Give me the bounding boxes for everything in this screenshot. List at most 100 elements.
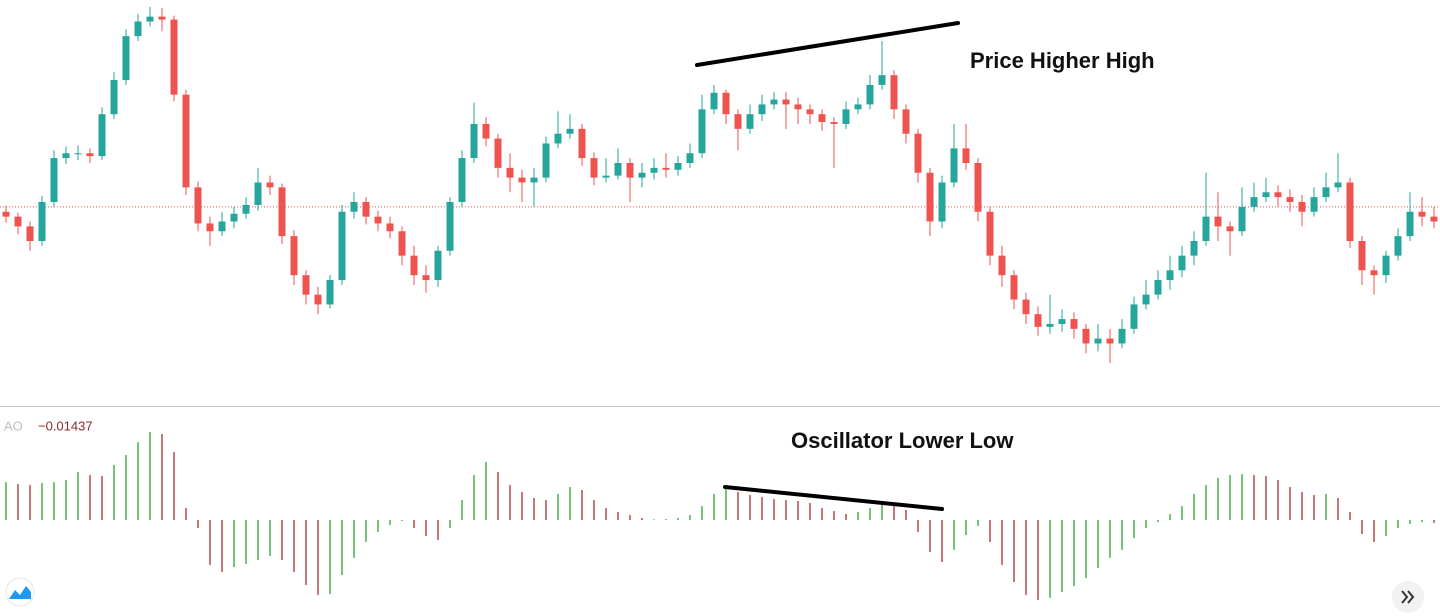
candle-body <box>734 114 742 129</box>
candle-body <box>146 16 154 22</box>
candle-body <box>1142 294 1150 305</box>
candle-body <box>1286 197 1294 202</box>
candle-body <box>518 177 526 183</box>
candle-body <box>1118 328 1126 344</box>
candle-body <box>398 231 406 256</box>
candle-body <box>794 104 802 110</box>
candle-body <box>1046 323 1054 327</box>
candle-body <box>1022 299 1030 315</box>
candle-body <box>122 36 130 81</box>
candle-body <box>74 153 82 155</box>
candle-body <box>842 109 850 124</box>
candle-body <box>482 123 490 139</box>
candle-body <box>254 182 262 205</box>
candle-body <box>374 216 382 224</box>
candle-body <box>662 167 670 170</box>
candle-body <box>1250 197 1258 207</box>
candle-body <box>974 162 982 212</box>
candle-body <box>1094 338 1102 344</box>
candle-body <box>1298 202 1306 212</box>
candle-body <box>26 226 34 242</box>
candle-body <box>170 19 178 95</box>
candle-body <box>746 114 754 129</box>
candle-body <box>470 123 478 159</box>
candle-body <box>962 148 970 163</box>
candle-body <box>458 158 466 202</box>
candle-body <box>950 148 958 183</box>
indicator-value: −0.01437 <box>38 418 93 433</box>
candle-body <box>218 221 226 232</box>
candle-body <box>1178 255 1186 271</box>
candle-body <box>866 84 874 105</box>
candle-body <box>1310 197 1318 212</box>
candle-body <box>38 202 46 242</box>
candle-body <box>362 202 370 217</box>
candle-body <box>1190 241 1198 256</box>
candle-body <box>902 109 910 134</box>
candle-body <box>182 94 190 188</box>
candle-body <box>638 172 646 178</box>
candle-body <box>410 255 418 276</box>
candle-body <box>446 202 454 251</box>
candle-body <box>1010 275 1018 300</box>
candle-body <box>590 158 598 178</box>
candle-body <box>770 99 778 105</box>
candle-body <box>1382 255 1390 276</box>
indicator-name: AO <box>4 418 23 433</box>
candle-body <box>158 16 166 20</box>
candle-body <box>1034 314 1042 327</box>
candle-body <box>206 223 214 232</box>
candle-body <box>434 250 442 281</box>
candle-body <box>890 75 898 110</box>
annotation: Price Higher High <box>970 48 1155 73</box>
candle-body <box>2 211 10 217</box>
scroll-button[interactable] <box>1392 581 1424 613</box>
candle-body <box>194 187 202 224</box>
trend-line <box>723 485 944 511</box>
candle-body <box>1394 236 1402 256</box>
candle-body <box>1430 216 1438 222</box>
candle-body <box>806 109 814 115</box>
candle-body <box>230 213 238 222</box>
candle-body <box>266 182 274 188</box>
candle-body <box>1322 187 1330 198</box>
candle-body <box>782 99 790 105</box>
candle-body <box>1346 182 1354 242</box>
candle-body <box>1130 304 1138 329</box>
candle-body <box>350 202 358 212</box>
candle-body <box>938 182 946 222</box>
candle-body <box>1202 216 1210 242</box>
candle-body <box>290 236 298 276</box>
candle-body <box>698 109 706 154</box>
candle-body <box>1406 211 1414 237</box>
candle-body <box>314 294 322 305</box>
candle-body <box>914 133 922 173</box>
candle-body <box>542 143 550 178</box>
candle-body <box>650 167 658 173</box>
candle-body <box>1106 338 1114 344</box>
candle-body <box>878 75 886 85</box>
annotation: Oscillator Lower Low <box>791 428 1014 453</box>
candle-body <box>998 255 1006 276</box>
candle-body <box>1262 192 1270 198</box>
candle-body <box>818 114 826 122</box>
candle-body <box>926 172 934 222</box>
candle-body <box>50 158 58 202</box>
candle-body <box>1070 319 1078 329</box>
candle-body <box>614 162 622 176</box>
candle-body <box>830 122 838 124</box>
candle-body <box>1238 206 1246 232</box>
candle-body <box>386 223 394 232</box>
candle-body <box>86 153 94 157</box>
candle-body <box>1082 328 1090 344</box>
candle-body <box>602 175 610 178</box>
candle-body <box>758 104 766 115</box>
candle-body <box>302 275 310 295</box>
candle-body <box>1418 211 1426 217</box>
logo-button[interactable] <box>5 577 35 607</box>
candle-body <box>686 153 694 163</box>
candle-body <box>134 21 142 37</box>
candle-body <box>242 204 250 214</box>
candle-body <box>722 92 730 115</box>
